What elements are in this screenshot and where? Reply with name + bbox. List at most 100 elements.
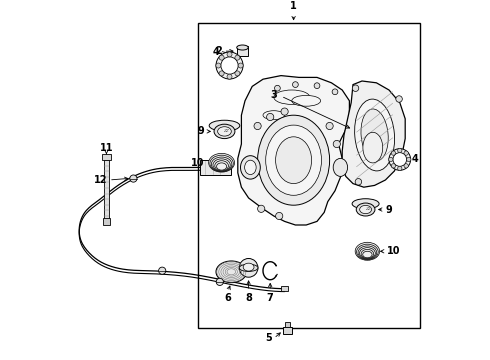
Text: 9: 9: [198, 126, 205, 136]
Text: 9: 9: [386, 204, 392, 215]
Text: 11: 11: [99, 143, 113, 153]
Circle shape: [275, 212, 283, 220]
Ellipse shape: [213, 159, 230, 171]
Text: 5: 5: [265, 333, 272, 343]
Circle shape: [219, 71, 224, 76]
Ellipse shape: [258, 115, 330, 205]
Circle shape: [227, 74, 232, 79]
Ellipse shape: [221, 57, 238, 74]
Circle shape: [216, 278, 223, 285]
Polygon shape: [342, 81, 405, 187]
Ellipse shape: [216, 52, 243, 79]
Bar: [198, 23, 419, 328]
Circle shape: [407, 157, 411, 162]
Bar: [102, 154, 111, 160]
Ellipse shape: [239, 264, 258, 271]
Bar: [285, 322, 290, 327]
Text: 1: 1: [290, 1, 297, 11]
Circle shape: [235, 71, 240, 76]
Ellipse shape: [209, 153, 235, 172]
Circle shape: [404, 164, 408, 168]
Ellipse shape: [214, 124, 235, 139]
Text: 4: 4: [213, 47, 220, 57]
Ellipse shape: [216, 261, 246, 283]
Text: 3: 3: [270, 90, 277, 100]
Circle shape: [274, 85, 280, 91]
Ellipse shape: [243, 263, 254, 271]
Circle shape: [326, 122, 333, 130]
Circle shape: [392, 151, 395, 155]
Ellipse shape: [217, 163, 227, 170]
Circle shape: [352, 85, 359, 91]
Ellipse shape: [266, 125, 321, 195]
Circle shape: [130, 175, 137, 182]
Circle shape: [235, 55, 240, 60]
Ellipse shape: [363, 251, 372, 258]
Circle shape: [398, 166, 402, 171]
Ellipse shape: [275, 137, 312, 184]
Circle shape: [159, 267, 166, 274]
Circle shape: [216, 63, 221, 68]
Text: zz: zz: [223, 128, 229, 133]
Text: 8: 8: [245, 293, 252, 303]
Text: 10: 10: [191, 158, 204, 168]
Bar: [103, 218, 110, 225]
Text: 12: 12: [94, 175, 107, 185]
Circle shape: [293, 82, 298, 87]
Circle shape: [400, 155, 407, 162]
Ellipse shape: [209, 120, 240, 131]
Ellipse shape: [393, 153, 407, 166]
Ellipse shape: [355, 99, 394, 171]
Ellipse shape: [360, 248, 375, 259]
Ellipse shape: [363, 132, 383, 163]
Ellipse shape: [211, 157, 232, 171]
Ellipse shape: [263, 111, 285, 120]
Circle shape: [239, 258, 258, 277]
Ellipse shape: [245, 160, 256, 175]
Circle shape: [314, 83, 320, 89]
Ellipse shape: [237, 45, 248, 50]
Bar: [104, 160, 109, 220]
Ellipse shape: [361, 109, 388, 161]
Polygon shape: [238, 76, 349, 225]
Bar: [283, 327, 292, 334]
Ellipse shape: [215, 161, 228, 171]
Circle shape: [396, 96, 402, 102]
Ellipse shape: [333, 158, 347, 176]
Ellipse shape: [210, 155, 233, 172]
Text: 6: 6: [224, 293, 231, 303]
Circle shape: [258, 205, 265, 212]
Circle shape: [238, 63, 243, 68]
Ellipse shape: [357, 244, 378, 260]
Circle shape: [219, 55, 224, 60]
Ellipse shape: [292, 95, 320, 106]
Text: zz: zz: [365, 206, 370, 211]
Circle shape: [404, 151, 408, 155]
Ellipse shape: [352, 199, 379, 209]
Circle shape: [392, 164, 395, 168]
Circle shape: [281, 108, 288, 115]
Ellipse shape: [360, 205, 371, 213]
Text: 2: 2: [215, 46, 221, 56]
Circle shape: [332, 89, 338, 95]
Ellipse shape: [361, 249, 374, 258]
Circle shape: [267, 113, 274, 121]
Text: 4: 4: [412, 154, 418, 165]
Ellipse shape: [358, 246, 377, 259]
Bar: [237, 46, 248, 56]
Circle shape: [355, 179, 362, 185]
Text: 10: 10: [387, 246, 400, 256]
Circle shape: [254, 122, 261, 130]
Circle shape: [389, 157, 393, 162]
Bar: [281, 286, 288, 291]
Ellipse shape: [355, 242, 380, 260]
Ellipse shape: [274, 90, 310, 104]
Ellipse shape: [389, 149, 411, 170]
Bar: [200, 160, 231, 175]
Circle shape: [333, 140, 341, 148]
Circle shape: [227, 52, 232, 57]
Ellipse shape: [218, 127, 231, 136]
Ellipse shape: [356, 203, 375, 216]
Text: 7: 7: [267, 293, 273, 303]
Circle shape: [398, 148, 402, 153]
